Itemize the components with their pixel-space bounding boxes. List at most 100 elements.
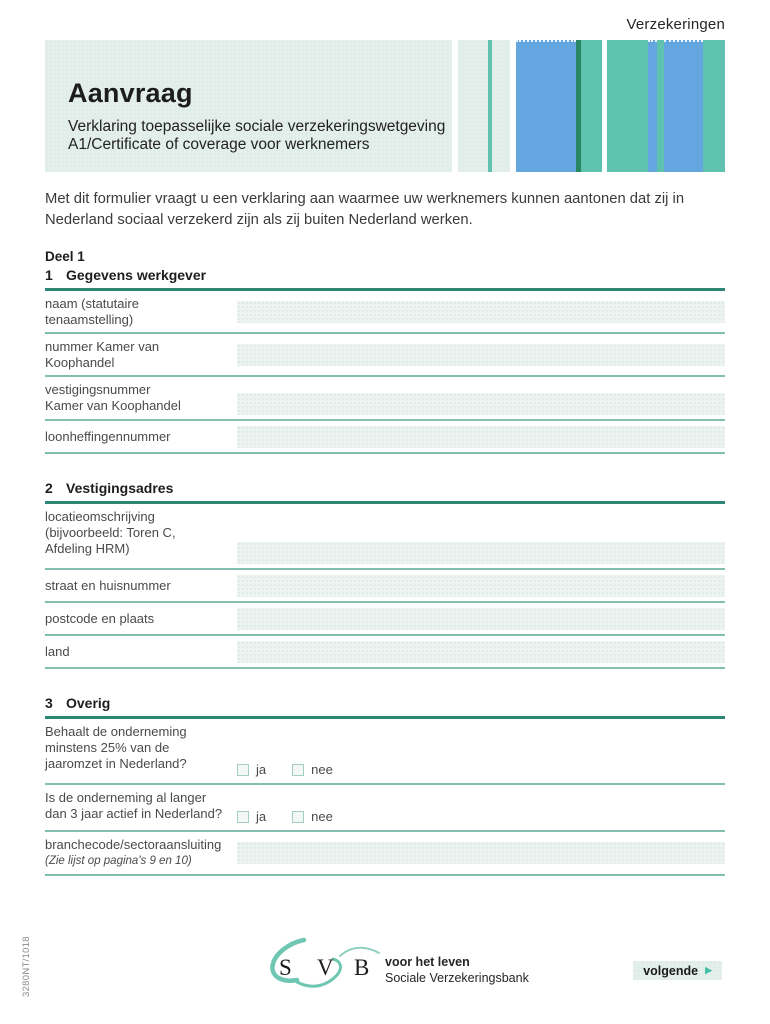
naam-input[interactable]	[237, 300, 725, 323]
vestigingsnummer-input[interactable]	[237, 393, 725, 415]
footer: S V B voor het leven Sociale Verzekering…	[0, 928, 770, 1008]
field-label-text: vestigingsnummer	[45, 382, 151, 397]
jaaromzet-ja-checkbox[interactable]	[237, 763, 249, 776]
page-title: Aanvraag	[68, 78, 193, 108]
jaaromzet-nee-checkbox[interactable]	[292, 763, 305, 776]
form-code: 3280NT/1018	[21, 936, 32, 997]
field-area	[237, 421, 725, 452]
decor-bar-teal	[581, 40, 602, 172]
section-1-heading: 1 Gegevens werkgever	[45, 267, 725, 291]
field-label-text: nummer Kamer van Koophandel	[45, 339, 160, 370]
field-area	[237, 291, 725, 332]
next-button-label: volgende	[643, 963, 699, 978]
decor-bar-group-2	[516, 40, 602, 172]
3jaar-nee-label: nee	[311, 809, 333, 824]
section-1-title: Gegevens werkgever	[66, 267, 207, 283]
field-row-kvk-nummer: nummer Kamer van Koophandel	[45, 334, 725, 377]
field-area	[237, 832, 725, 874]
field-area	[237, 570, 725, 601]
section-3-heading: 3 Overig	[45, 695, 725, 719]
decor-bar-teal-stripe	[488, 40, 492, 172]
field-row-land: land	[45, 636, 725, 669]
field-label: loonheffingennummer	[45, 421, 237, 452]
field-row-loonheffingennummer: loonheffingennummer	[45, 421, 725, 454]
field-row-straat: straat en huisnummer	[45, 570, 725, 603]
decor-bar-pale	[492, 40, 510, 172]
field-label-text: land	[45, 644, 70, 659]
field-label: naam (statutaire tenaamstelling)	[45, 291, 237, 332]
logo-letter-b: B	[354, 955, 369, 980]
section-2-title: Vestigingsadres	[66, 480, 174, 496]
question-label: Is de onderneming al langer dan 3 jaar a…	[45, 785, 237, 830]
field-label-note: (Zie lijst op pagina's 9 en 10)	[45, 855, 192, 867]
3jaar-options: ja nee	[237, 809, 333, 824]
branchecode-input[interactable]	[237, 842, 725, 864]
logo-letter-v: V	[317, 955, 334, 980]
field-label-text: locatieomschrijving	[45, 509, 155, 524]
question-label-text: minstens 25% van de	[45, 740, 170, 755]
question-label-text: dan 3 jaar actief in Nederland?	[45, 806, 223, 821]
field-row-naam: naam (statutaire tenaamstelling)	[45, 291, 725, 334]
field-label: straat en huisnummer	[45, 570, 237, 601]
field-label-text: postcode en plaats	[45, 611, 155, 626]
form-body: Deel 1 1 Gegevens werkgever naam (statut…	[45, 249, 725, 876]
decor-bar-teal-stripe	[657, 40, 664, 172]
svb-logo: S V B	[270, 937, 380, 988]
field-label: nummer Kamer van Koophandel	[45, 334, 237, 375]
locatieomschrijving-input[interactable]	[237, 542, 725, 564]
straat-huisnummer-input[interactable]	[237, 574, 725, 597]
decor-bar-group-3	[607, 40, 725, 172]
page-subtitle: Verklaring toepasselijke sociale verzeke…	[68, 118, 452, 154]
field-label: postcode en plaats	[45, 603, 237, 634]
jaaromzet-options: ja nee	[237, 762, 333, 777]
loonheffingennummer-input[interactable]	[237, 425, 725, 448]
jaaromzet-ja-label: ja	[256, 762, 267, 777]
field-label: vestigingsnummer Kamer van Koophandel	[45, 377, 237, 419]
category-label: Verzekeringen	[626, 16, 725, 33]
3jaar-nee-checkbox[interactable]	[292, 810, 305, 823]
field-area	[237, 504, 725, 568]
field-label-text: straat en huisnummer	[45, 578, 171, 593]
intro-text: Met dit formulier vraagt u een verklarin…	[45, 191, 685, 228]
question-label-text: Is de onderneming al langer	[45, 790, 207, 805]
postcode-plaats-input[interactable]	[237, 607, 725, 630]
field-label-text: (bijvoorbeeld: Toren C,	[45, 525, 176, 540]
page-subtitle-line2: A1/Certificate of coverage voor werkneme…	[68, 136, 370, 153]
logo-swash-s	[270, 937, 307, 983]
decor-bar-blue	[516, 40, 576, 172]
field-row-locatieomschrijving: locatieomschrijving (bijvoorbeeld: Toren…	[45, 504, 725, 570]
field-row-postcode: postcode en plaats	[45, 603, 725, 636]
header-banner-row: Aanvraag Verklaring toepasselijke social…	[45, 40, 725, 172]
field-area: ja nee	[237, 719, 725, 783]
field-area	[237, 377, 725, 419]
kvk-nummer-input[interactable]	[237, 343, 725, 366]
next-button[interactable]: volgende ▶	[633, 961, 722, 980]
3jaar-ja-checkbox[interactable]	[237, 810, 249, 823]
question-row-3jaar-actief: Is de onderneming al langer dan 3 jaar a…	[45, 785, 725, 832]
field-label-text: loonheffingennummer	[45, 429, 171, 444]
logo-tagline: voor het leven	[385, 955, 470, 969]
field-area	[237, 603, 725, 634]
field-label: branchecode/sectoraansluiting (Zie lijst…	[45, 832, 237, 874]
field-label: land	[45, 636, 237, 667]
next-arrow-icon: ▶	[705, 965, 712, 975]
field-label-text: branchecode/sectoraansluiting	[45, 837, 222, 852]
decor-bar-teal	[607, 40, 648, 172]
jaaromzet-nee-label: nee	[311, 762, 333, 777]
field-area: ja nee	[237, 785, 725, 830]
question-label-text: Behaalt de onderneming	[45, 724, 187, 739]
section-3-title: Overig	[66, 695, 111, 711]
decor-bar-teal	[703, 40, 725, 172]
decor-bar-group-1	[458, 40, 510, 172]
field-area	[237, 334, 725, 375]
org-name: Sociale Verzekeringsbank	[385, 971, 529, 985]
decor-bar-blue-stripe	[648, 40, 657, 172]
3jaar-ja-label: ja	[256, 809, 267, 824]
section-2-heading: 2 Vestigingsadres	[45, 480, 725, 504]
question-label-text: jaaromzet in Nederland?	[45, 756, 187, 771]
land-input[interactable]	[237, 640, 725, 663]
logo-swash-v	[295, 957, 342, 988]
field-area	[237, 636, 725, 667]
question-row-jaaromzet: Behaalt de onderneming minstens 25% van …	[45, 719, 725, 785]
